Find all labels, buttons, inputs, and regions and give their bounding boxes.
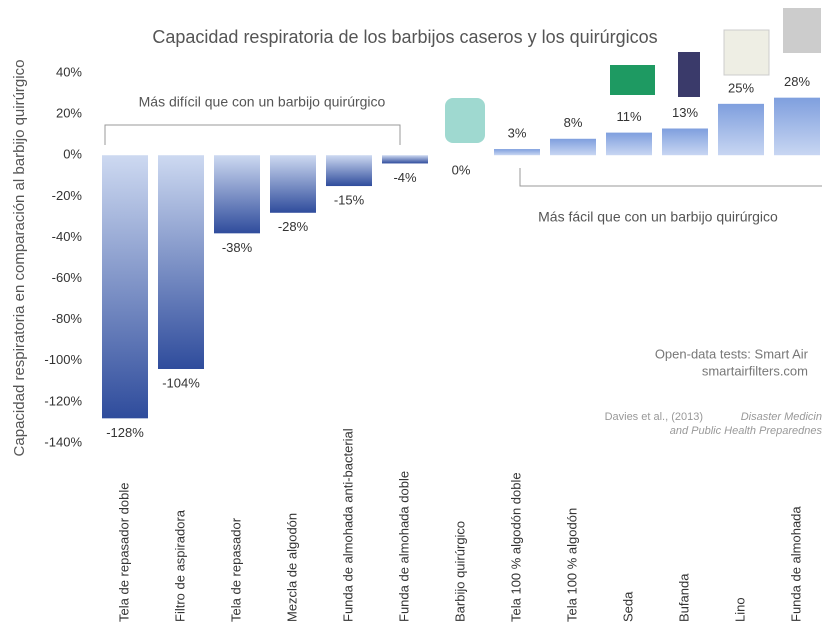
annotation: Más fácil que con un barbijo quirúrgico (538, 209, 778, 225)
y-tick-label: -120% (44, 393, 82, 408)
y-tick-label: -20% (52, 188, 83, 203)
bar (494, 149, 540, 156)
linen-icon (723, 29, 770, 76)
x-tick-label: Tela de repasador (228, 517, 243, 622)
y-tick-label: 40% (56, 64, 82, 79)
bar (382, 155, 428, 164)
x-tick-label: Funda de almohada doble (396, 471, 411, 622)
value-label: 11% (616, 109, 641, 124)
x-tick-label: Funda de almohada (788, 506, 803, 622)
value-label: -104% (162, 375, 200, 390)
y-tick-label: -140% (44, 434, 82, 449)
y-tick-label: -100% (44, 352, 82, 367)
bar (774, 97, 820, 156)
bar (606, 132, 652, 156)
bar (550, 138, 596, 156)
annotation: smartairfilters.com (702, 363, 808, 378)
x-tick-label: Filtro de aspiradora (172, 509, 187, 622)
annotation: Disaster Medicin (741, 411, 822, 423)
silk-icon (610, 65, 655, 95)
y-tick-label: -40% (52, 229, 83, 244)
bar (326, 155, 372, 187)
y-tick-label: 0% (63, 147, 82, 162)
x-tick-label: Tela 100 % algodón doble (508, 472, 523, 622)
value-label: -15% (334, 192, 365, 207)
y-tick-label: -80% (52, 311, 83, 326)
x-tick-label: Bufanda (676, 573, 691, 622)
pillow-icon (783, 8, 821, 53)
value-label: 28% (784, 74, 810, 89)
value-label: -38% (222, 240, 253, 255)
annotation: Open-data tests: Smart Air (655, 346, 809, 361)
value-label: 8% (564, 115, 583, 130)
value-label: -4% (393, 170, 417, 185)
y-tick-label: -60% (52, 270, 83, 285)
bar (662, 128, 708, 156)
x-tick-label: Tela 100 % algodón (564, 508, 579, 622)
bar (718, 103, 764, 156)
x-tick-label: Tela de repasador doble (116, 483, 131, 623)
x-tick-label: Lino (732, 597, 747, 622)
value-label: 25% (728, 80, 754, 95)
annotation: Davies et al., (2013) (605, 411, 703, 423)
y-axis-label: Capacidad respiratoria en comparación al… (11, 60, 28, 457)
y-tick-label: 20% (56, 106, 82, 121)
x-tick-label: Mezcla de algodón (284, 513, 299, 622)
value-label: 0% (452, 163, 471, 178)
bar (102, 155, 148, 419)
value-label: 3% (508, 125, 527, 140)
annotation: Más difícil que con un barbijo quirúrgic… (139, 94, 386, 110)
bracket (519, 168, 822, 187)
annotation: and Public Health Preparednes (670, 425, 822, 437)
x-tick-label: Barbijo quirúrgico (452, 521, 467, 622)
bracket (104, 124, 401, 145)
bar (270, 155, 316, 213)
value-label: 13% (672, 105, 698, 120)
bar (214, 155, 260, 234)
x-tick-label: Seda (620, 591, 635, 622)
x-tick-label: Funda de almohada anti-bacterial (340, 428, 355, 622)
scarf-icon (678, 52, 700, 97)
value-label: -28% (278, 219, 309, 234)
value-label: -128% (106, 425, 144, 440)
mask-icon (445, 98, 485, 143)
chart-title: Capacidad respiratoria de los barbijos c… (152, 27, 657, 47)
bar (158, 155, 204, 369)
